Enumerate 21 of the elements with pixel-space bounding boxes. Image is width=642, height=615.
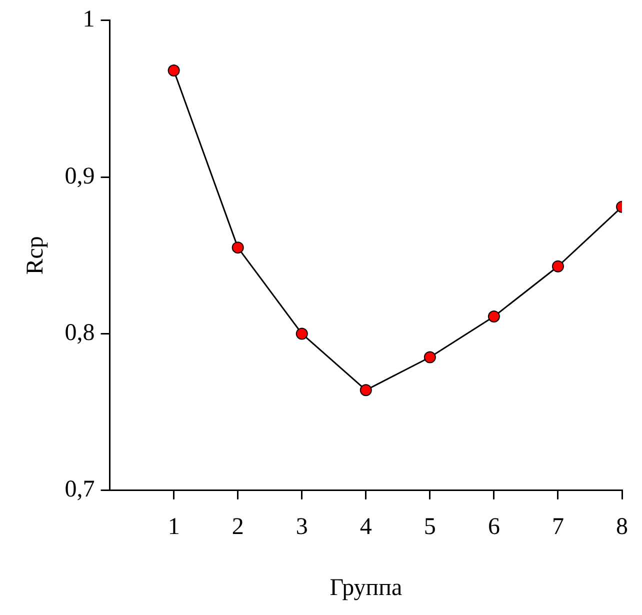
point	[360, 384, 372, 396]
x-tick-label: 2	[232, 514, 244, 540]
point	[552, 260, 564, 272]
point	[168, 64, 180, 77]
point	[296, 328, 308, 340]
x-tick-label: 5	[424, 514, 436, 540]
x-tick-label: 6	[488, 514, 500, 540]
y-tick-label: 1	[82, 6, 95, 33]
x-tick-label: 3	[296, 514, 308, 540]
x-tick-label: 1	[168, 514, 180, 540]
x-axis-title: Группа	[330, 574, 402, 601]
x-tick-label: 4	[360, 514, 372, 540]
y-tick-label: 0,8	[64, 320, 95, 346]
x-tick-label: 8	[616, 514, 628, 540]
y-axis-title: Rcp	[22, 236, 49, 275]
point	[232, 242, 244, 254]
x-tick-label: 7	[552, 514, 564, 540]
y-tick-label: 0,7	[64, 476, 95, 503]
y-tick-label: 0,9	[64, 163, 95, 190]
point	[424, 351, 436, 364]
point	[488, 310, 500, 322]
